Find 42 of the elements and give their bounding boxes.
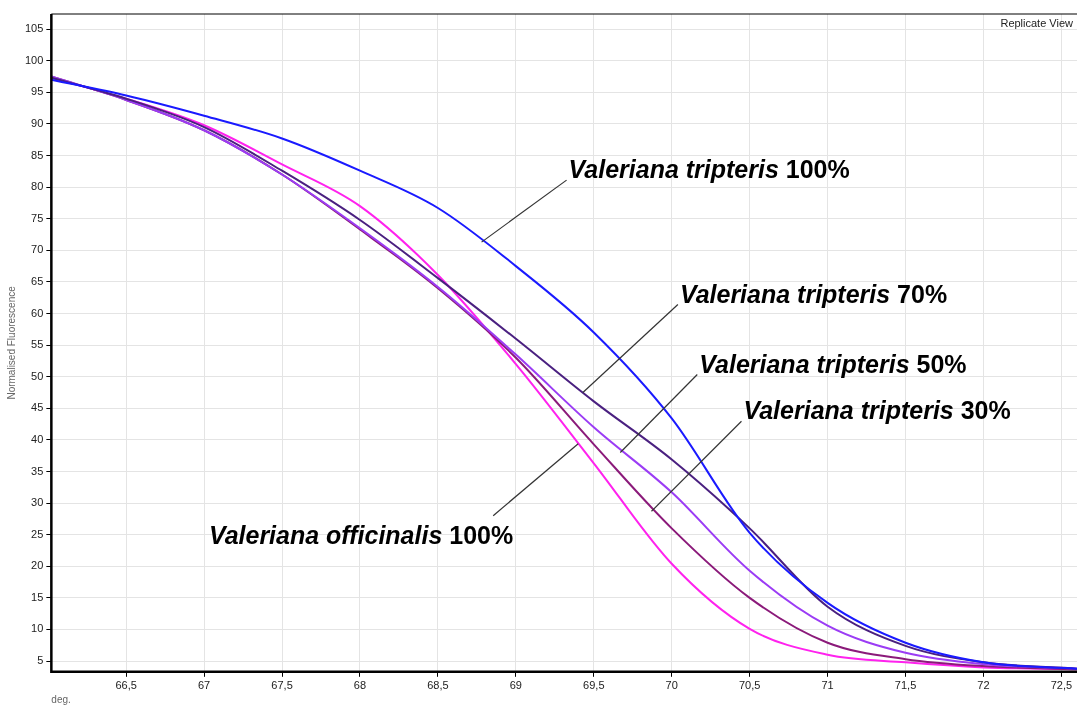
x-axis-title: deg. (51, 693, 71, 705)
y-tick-label: 65 (31, 274, 44, 287)
y-tick-label: 35 (31, 464, 44, 477)
y-tick-label: 100 (24, 53, 44, 66)
annotation: Valeriana officinalis 100% (208, 520, 514, 549)
y-tick-label: 30 (31, 496, 44, 509)
y-tick-label: 25 (31, 527, 44, 540)
x-tick-label: 71 (821, 679, 834, 692)
y-tick-label: 20 (31, 559, 44, 572)
y-tick-label: 90 (31, 116, 44, 129)
x-tick-label: 70 (665, 679, 678, 692)
annotation: Valeriana tripteris 50% (699, 349, 967, 378)
annotation: Valeriana tripteris 100% (568, 155, 850, 184)
y-tick-label: 45 (31, 401, 44, 414)
x-tick-label: 68 (353, 679, 367, 692)
y-tick-label: 40 (31, 432, 44, 445)
x-tick-label: 69 (509, 679, 522, 692)
y-axis-title: Normalised Fluorescence (5, 285, 17, 400)
annotation: Valeriana tripteris 30% (743, 396, 1011, 425)
y-tick-label: 50 (31, 369, 44, 382)
x-tick-label: 72,5 (1050, 679, 1073, 692)
annotation: Valeriana tripteris 70% (679, 279, 948, 308)
x-tick-label: 68,5 (427, 679, 449, 692)
y-tick-label: 85 (31, 148, 44, 161)
y-tick-label: 95 (31, 85, 44, 98)
y-tick-label: 75 (31, 211, 44, 224)
y-tick-label: 70 (31, 243, 44, 256)
x-tick-label: 71,5 (894, 679, 917, 692)
y-tick-label: 5 (37, 654, 44, 667)
x-tick-label: 72 (977, 679, 990, 692)
x-tick-label: 67 (197, 679, 211, 692)
y-tick-label: 15 (31, 590, 44, 603)
y-tick-label: 10 (31, 622, 44, 635)
x-tick-label: 67,5 (271, 679, 293, 692)
y-tick-label: 60 (31, 306, 44, 319)
y-tick-label: 55 (31, 338, 44, 351)
x-tick-label: 70,5 (738, 679, 761, 692)
x-tick-label: 66,5 (115, 679, 137, 692)
y-tick-label: 80 (31, 180, 44, 193)
x-tick-label: 69,5 (583, 679, 605, 692)
y-tick-label: 105 (24, 22, 44, 35)
annotation: Replicate View (1000, 16, 1074, 29)
